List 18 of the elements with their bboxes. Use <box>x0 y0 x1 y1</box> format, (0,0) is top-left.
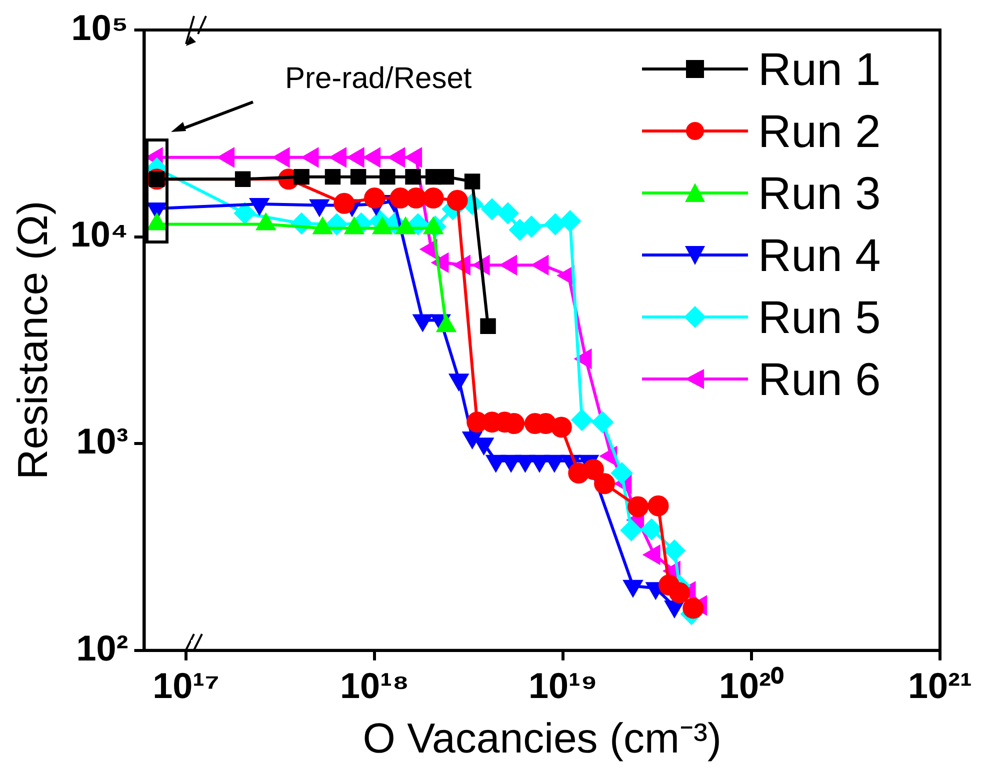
x-axis-title: O Vacancies (cm⁻³) <box>362 714 722 762</box>
legend-label: Run 4 <box>758 228 881 282</box>
x-tick-label: 10²⁰ <box>719 664 784 706</box>
y-axis-title: Resistance (Ω) <box>8 200 56 480</box>
legend-label: Run 5 <box>758 290 881 344</box>
x-tick-label: 10¹⁸ <box>340 664 410 706</box>
y-tick-label: 10² <box>76 627 128 668</box>
y-tick-label: 10⁵ <box>71 6 128 48</box>
legend-label: Run 1 <box>758 42 881 96</box>
legend-label: Run 3 <box>758 166 881 220</box>
x-tick-label: 10¹⁷ <box>152 664 220 706</box>
y-tick-label: 10⁴ <box>70 214 128 255</box>
legend-label: Run 2 <box>758 104 881 158</box>
annotation: Pre-rad/Reset <box>285 62 472 96</box>
x-tick-label: 10¹⁹ <box>528 664 598 706</box>
x-tick-label: 10²¹ <box>908 664 972 706</box>
legend-label: Run 6 <box>758 352 881 406</box>
y-tick-label: 10³ <box>76 420 128 462</box>
